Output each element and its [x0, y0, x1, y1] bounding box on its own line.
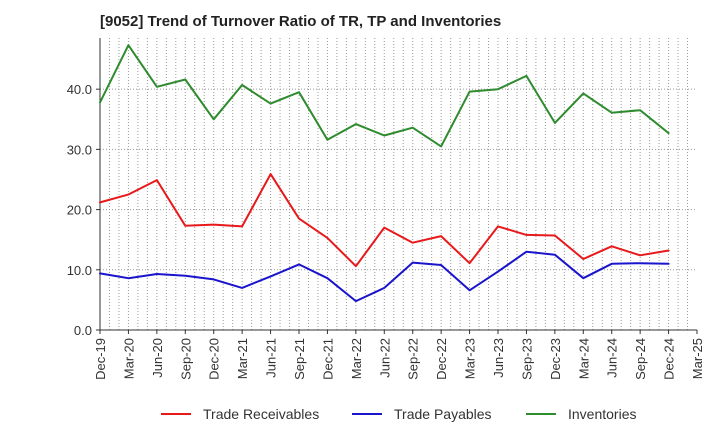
legend-label: Trade Receivables	[203, 406, 320, 422]
x-tick-label: Sep-21	[292, 338, 307, 380]
x-tick-label: Dec-23	[548, 338, 563, 380]
x-tick-label: Dec-19	[93, 338, 108, 380]
legend: Trade Receivables Trade Payables Invento…	[0, 402, 720, 426]
series-line-trade-payables	[99, 250, 670, 303]
y-tick-label: 10.0	[67, 263, 92, 278]
legend-swatch	[352, 413, 382, 415]
x-tick-label: Mar-22	[349, 338, 364, 379]
y-tick-label: 0.0	[74, 323, 92, 338]
x-tick-label: Sep-23	[519, 338, 534, 380]
series-line-trade-receivables	[99, 173, 670, 268]
x-tick-label: Sep-24	[633, 338, 648, 380]
x-tick-label: Jun-21	[264, 338, 279, 378]
x-tick-label: Sep-22	[406, 338, 421, 380]
x-tick-label: Dec-22	[434, 338, 449, 380]
x-tick-label: Mar-20	[121, 338, 136, 379]
legend-label: Inventories	[568, 406, 637, 422]
x-tick-label: Sep-20	[178, 338, 193, 380]
x-tick-label: Dec-20	[207, 338, 222, 380]
legend-item-trade-payables: Trade Payables	[352, 402, 492, 426]
x-tick-label: Mar-25	[690, 338, 705, 379]
y-tick-label: 20.0	[67, 203, 92, 218]
y-tick-label: 30.0	[67, 142, 92, 157]
legend-item-trade-receivables: Trade Receivables	[161, 402, 319, 426]
x-tick-label: Mar-23	[463, 338, 478, 379]
series-line-inventories	[99, 44, 670, 148]
x-tick-label: Dec-21	[320, 338, 335, 380]
x-tick-label: Mar-24	[576, 338, 591, 379]
x-tick-label: Dec-24	[662, 338, 677, 380]
x-tick-label: Mar-21	[235, 338, 250, 379]
x-tick-label: Jun-20	[150, 338, 165, 378]
y-tick-label: 40.0	[67, 82, 92, 97]
legend-item-inventories: Inventories	[526, 402, 636, 426]
x-tick-label: Jun-23	[491, 338, 506, 378]
x-tick-label: Jun-24	[605, 338, 620, 378]
chart-title: [9052] Trend of Turnover Ratio of TR, TP…	[100, 13, 502, 30]
legend-label: Trade Payables	[394, 406, 492, 422]
x-tick-label: Jun-22	[377, 338, 392, 378]
legend-swatch	[526, 413, 556, 415]
legend-swatch	[161, 413, 191, 415]
